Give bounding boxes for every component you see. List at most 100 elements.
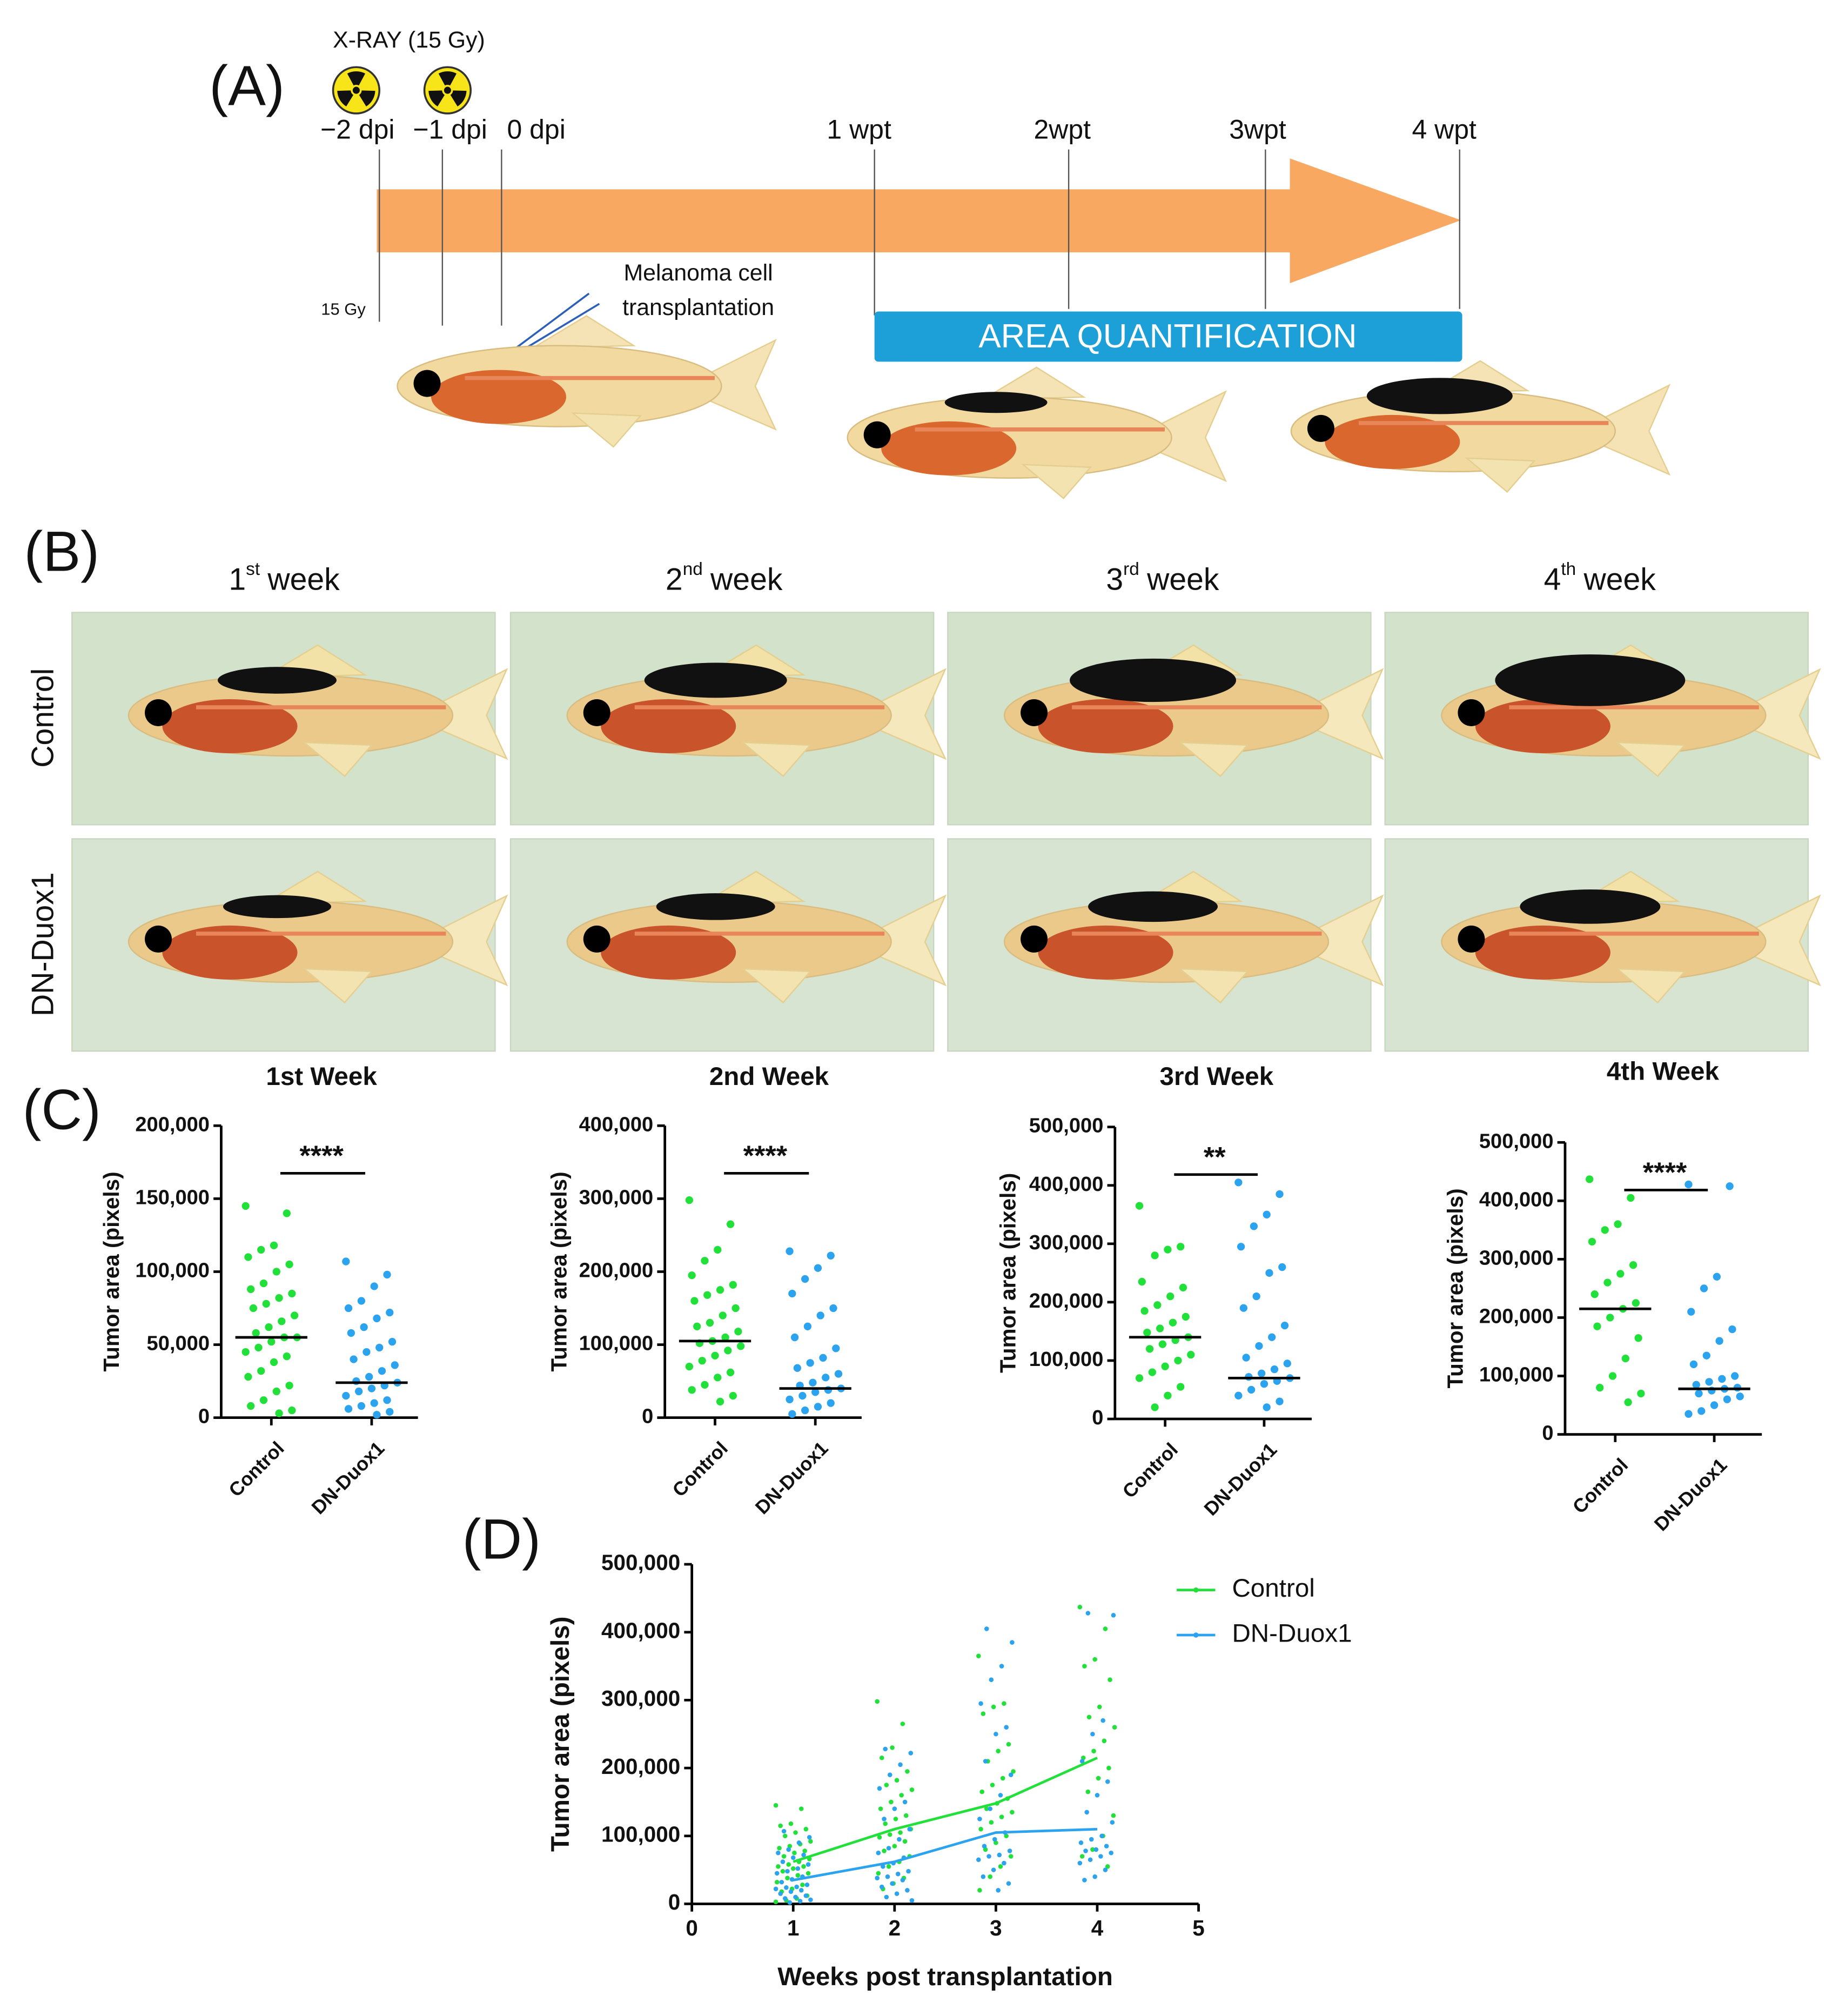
point [801, 1864, 806, 1869]
dot [283, 1209, 291, 1217]
fish-organ [1325, 414, 1460, 469]
point [774, 1879, 780, 1885]
point [1083, 1848, 1088, 1853]
point [779, 1879, 784, 1885]
dot [1263, 1403, 1271, 1411]
tumor [1366, 378, 1513, 414]
icon-center [442, 84, 453, 96]
tumor [1070, 658, 1237, 702]
point [997, 1852, 1002, 1858]
point [991, 1867, 996, 1872]
point [1090, 1731, 1095, 1737]
dot [283, 1352, 291, 1361]
fish-organ [1038, 699, 1173, 753]
series-line [793, 1827, 1098, 1881]
panel-label: (C) [23, 1079, 101, 1142]
point [793, 1830, 798, 1835]
dot [1182, 1312, 1190, 1321]
point [984, 1806, 989, 1811]
week-word: week [267, 562, 340, 597]
dot [357, 1297, 366, 1305]
fish-eye [145, 925, 172, 953]
y-tick-label: 0 [668, 1890, 680, 1914]
fish-eye [1307, 414, 1334, 442]
series-line [793, 1757, 1098, 1863]
point [1002, 1860, 1006, 1866]
dot [1270, 1365, 1279, 1374]
point [798, 1888, 804, 1893]
dot [278, 1317, 286, 1325]
dot [729, 1391, 737, 1400]
point [795, 1873, 801, 1878]
dot [342, 1257, 350, 1265]
point [1110, 1820, 1115, 1825]
dot [811, 1388, 820, 1396]
dot [344, 1304, 353, 1312]
point [773, 1886, 778, 1892]
fish-organ [162, 699, 298, 753]
point [903, 1813, 909, 1818]
y-tick-label: 100,000 [579, 1332, 654, 1355]
week-suffix: rd [1123, 559, 1139, 579]
point [788, 1889, 794, 1894]
point [792, 1850, 797, 1856]
y-tick-label: 200,000 [135, 1113, 210, 1136]
x-axis-label: Weeks post transplantation [777, 1963, 1113, 1991]
week-number: 2 [666, 562, 683, 597]
dot [375, 1343, 384, 1352]
y-tick-label: 300,000 [601, 1686, 680, 1711]
dot [1614, 1220, 1622, 1228]
point [778, 1891, 783, 1896]
dot [1608, 1372, 1617, 1380]
point [893, 1817, 898, 1821]
dot [816, 1311, 824, 1320]
fish-pelvic [1615, 968, 1687, 1004]
dot [1177, 1243, 1185, 1251]
fish-eye [1458, 699, 1485, 726]
point [990, 1783, 995, 1787]
point [1096, 1776, 1101, 1781]
x-tick-label: 3 [990, 1915, 1002, 1940]
point [800, 1882, 805, 1887]
dot [383, 1396, 391, 1404]
xray-label: X-RAY (15 Gy) [333, 27, 485, 53]
dot [1728, 1325, 1736, 1334]
point [1108, 1677, 1112, 1682]
point [1082, 1664, 1087, 1669]
point [782, 1833, 788, 1839]
transplant-label: Melanoma cell [624, 260, 773, 286]
point [892, 1806, 897, 1811]
dot [244, 1372, 252, 1381]
dot [1705, 1378, 1713, 1386]
chart-title: 3rd Week [1159, 1062, 1273, 1091]
point [794, 1884, 799, 1890]
dot [391, 1361, 399, 1369]
point [776, 1850, 781, 1856]
y-tick-label: 100,000 [1029, 1348, 1104, 1371]
dot [729, 1281, 737, 1289]
panel-label: (A) [209, 55, 285, 118]
dot [1151, 1403, 1159, 1411]
point [976, 1653, 981, 1658]
point [785, 1868, 790, 1874]
dot [388, 1338, 397, 1346]
x-tick-label: 5 [1192, 1915, 1205, 1940]
dot [806, 1359, 814, 1367]
dot [247, 1402, 255, 1410]
dot [1588, 1237, 1596, 1246]
point [877, 1786, 882, 1791]
point [1010, 1810, 1015, 1815]
dot [1153, 1301, 1162, 1309]
fish-organ [601, 925, 736, 980]
y-tick-label: 500,000 [1029, 1115, 1104, 1137]
dot [819, 1354, 827, 1362]
point [886, 1846, 891, 1851]
dot [685, 1196, 694, 1204]
dot [829, 1304, 837, 1312]
fish [397, 315, 777, 448]
legend-marker [1193, 1632, 1199, 1638]
dot [360, 1323, 368, 1331]
week-word: week [1583, 562, 1656, 597]
point [897, 1837, 902, 1842]
dot [724, 1347, 732, 1355]
